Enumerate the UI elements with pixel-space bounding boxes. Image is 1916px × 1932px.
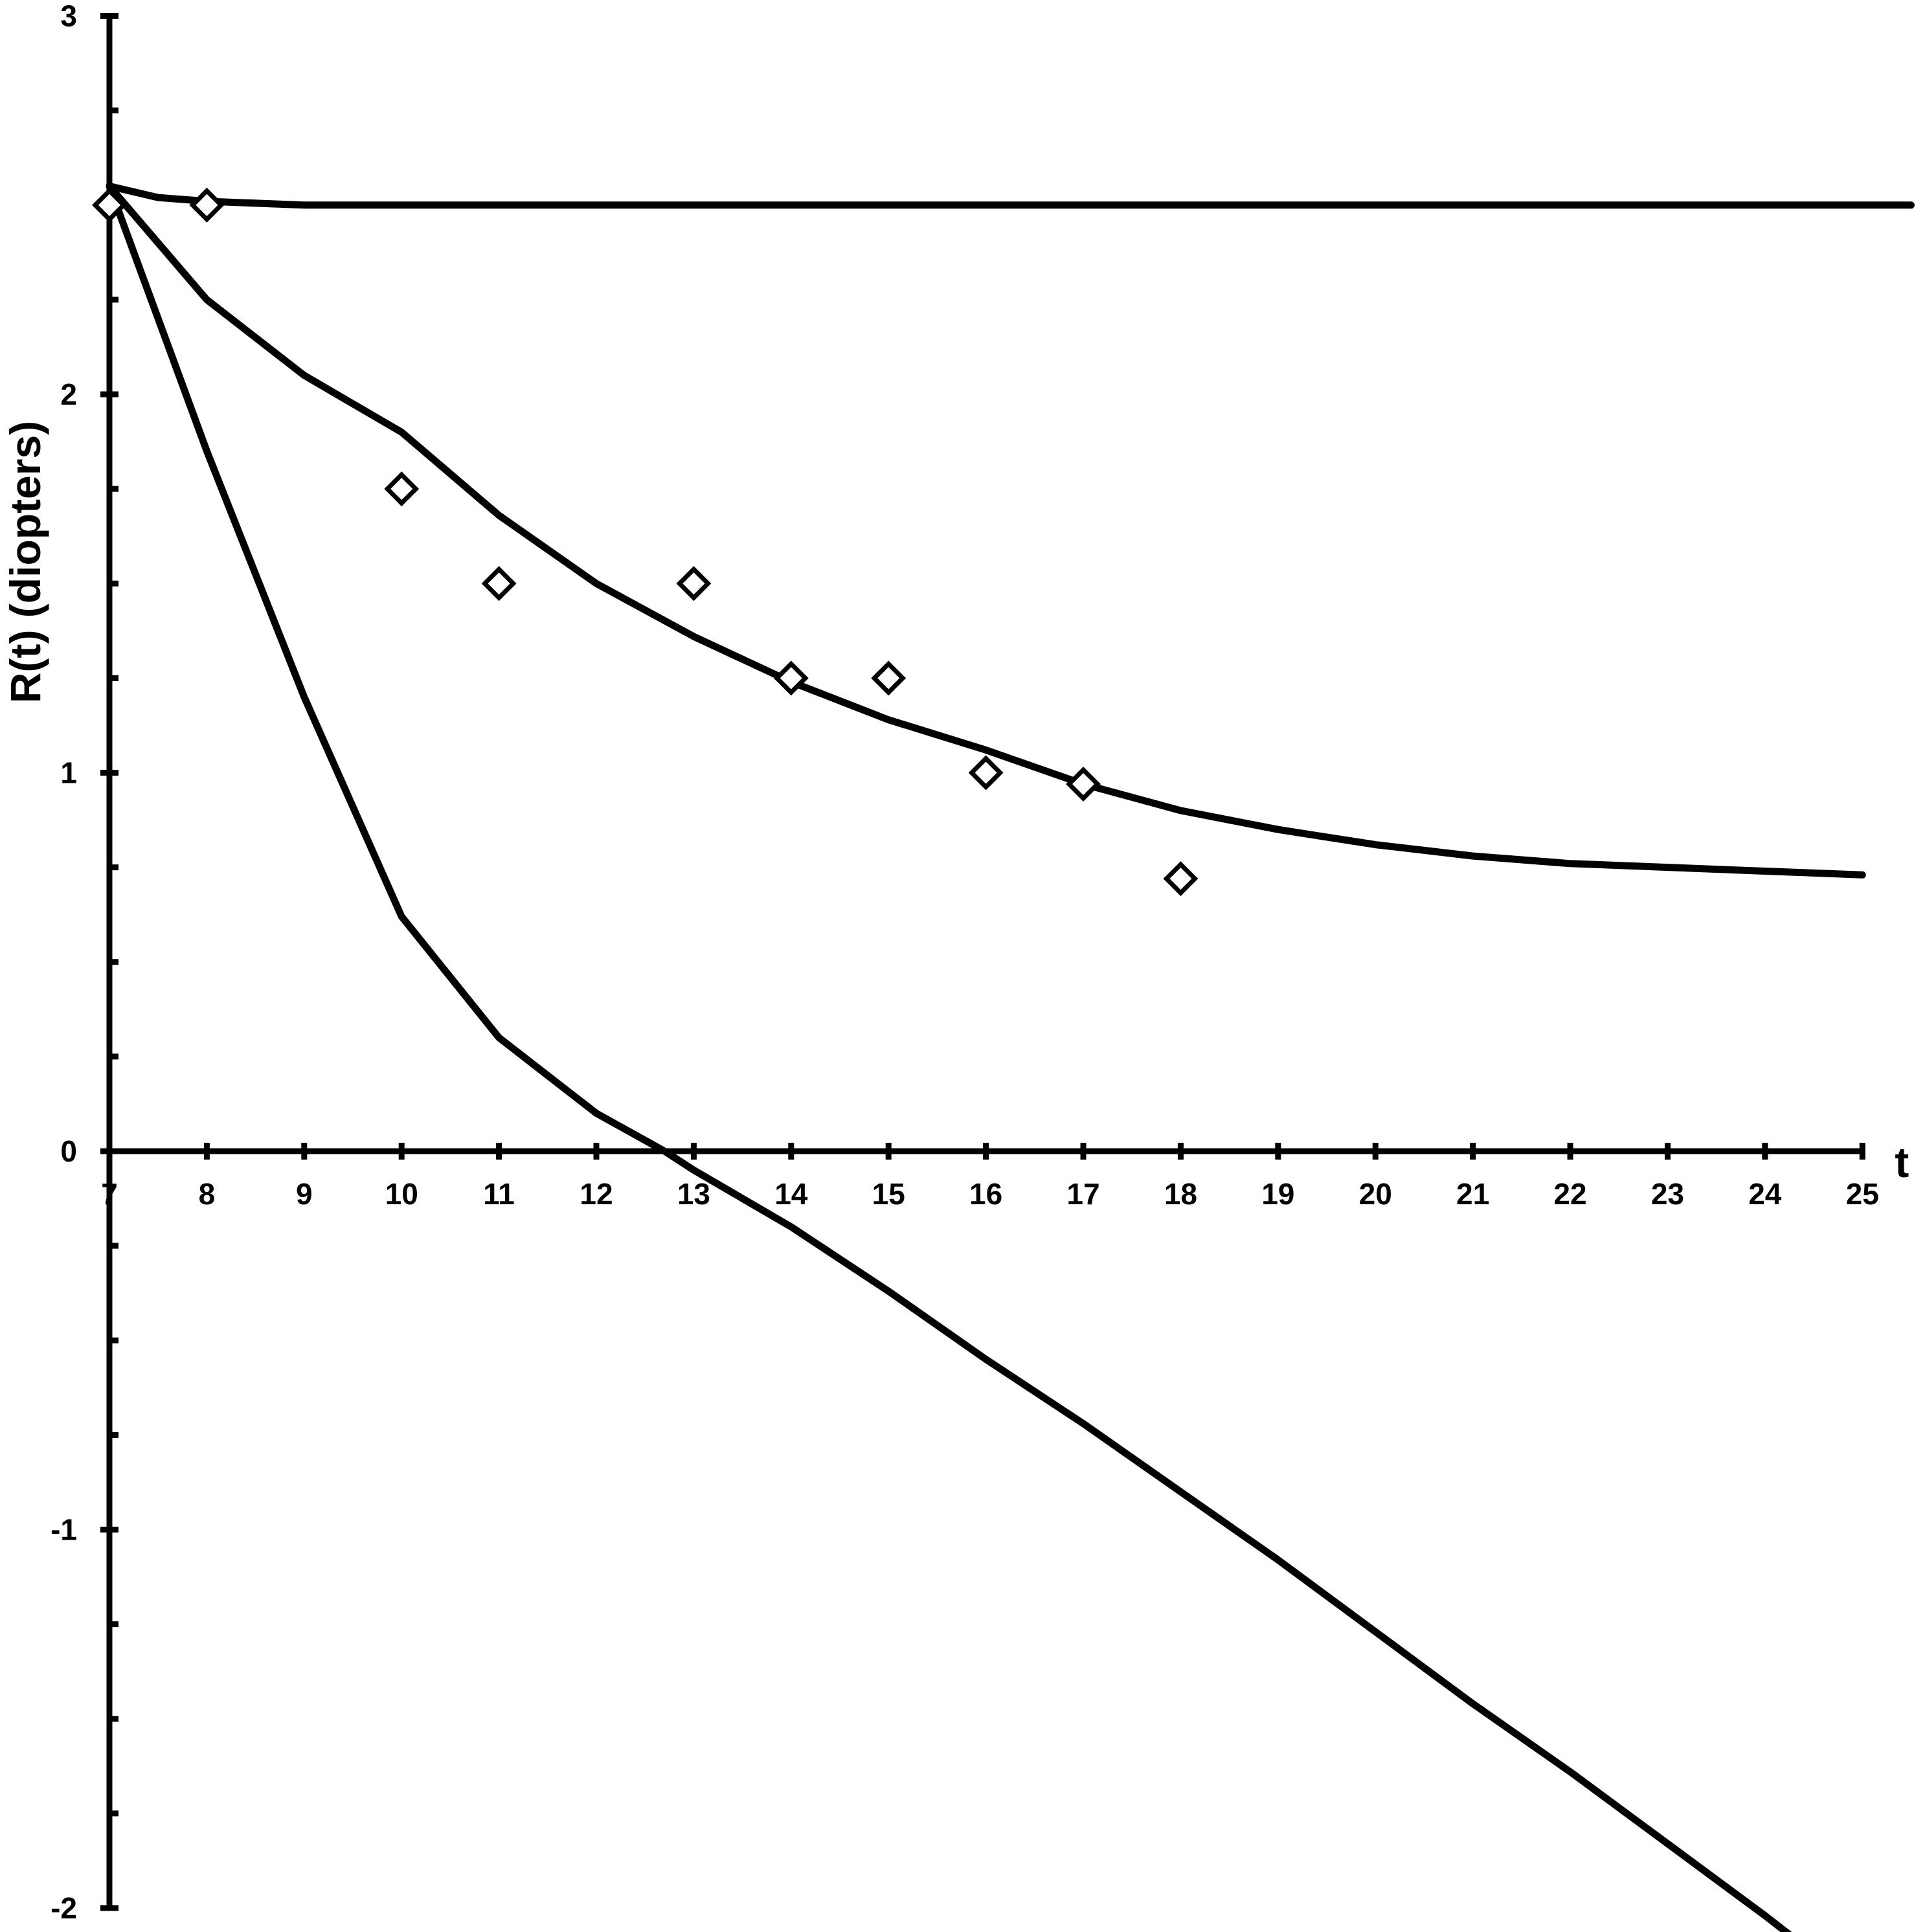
data-point-marker [871, 660, 907, 696]
x-tick-label: 24 [1748, 1177, 1782, 1211]
x-tick-label: 9 [296, 1177, 313, 1211]
markers [92, 187, 1199, 897]
x-axis-title: t [1895, 1138, 1909, 1186]
x-tick-label: 17 [1066, 1177, 1099, 1211]
x-tick-label: 10 [385, 1177, 418, 1211]
y-tick-label: -2 [51, 1891, 77, 1925]
x-ticks: 7 8 9 10 11 12 13 14 15 16 17 18 19 20 21 22 23 24 25 [101, 1143, 1879, 1211]
x-tick-label: 12 [580, 1177, 613, 1211]
x-tick-label: 15 [872, 1177, 905, 1211]
curves [106, 183, 1915, 1932]
x-tick-label: 8 [199, 1177, 216, 1211]
y-tick-label: -1 [51, 1513, 77, 1547]
data-point-marker [481, 566, 517, 601]
x-tick-label: 11 [483, 1177, 515, 1211]
series-0-line [106, 183, 1915, 209]
y-tick-label: 1 [60, 756, 77, 790]
x-tick-label: 7 [101, 1177, 118, 1211]
x-tick-label: 25 [1846, 1177, 1879, 1211]
series-2-line [106, 183, 1792, 1932]
data-point-marker [92, 187, 127, 223]
data-point-marker [384, 471, 420, 507]
axes [106, 16, 1863, 1908]
data-point-marker [676, 566, 712, 601]
x-tick-label: 16 [969, 1177, 1002, 1211]
series-1-line [106, 183, 1866, 879]
data-point-marker [773, 660, 809, 696]
y-tick-label: 2 [60, 377, 77, 411]
data-point-marker [189, 187, 225, 223]
x-tick-label: 14 [774, 1177, 808, 1211]
y-axis-title: R(t) (diopters) [1, 421, 49, 703]
x-tick-label: 21 [1456, 1177, 1489, 1211]
x-tick-label: 19 [1261, 1177, 1294, 1211]
data-point-marker [1163, 861, 1199, 897]
y-tick-label: 0 [60, 1134, 77, 1168]
data-point-marker [968, 755, 1004, 791]
x-tick-label: 22 [1553, 1177, 1586, 1211]
data-point-marker [1066, 767, 1101, 802]
x-tick-label: 20 [1359, 1177, 1392, 1211]
y-tick-label: 3 [60, 0, 77, 33]
x-tick-label: 23 [1651, 1177, 1684, 1211]
x-tick-label: 18 [1164, 1177, 1197, 1211]
x-tick-label: 13 [677, 1177, 710, 1211]
y-ticks: -2 -1 0 1 2 3 [51, 0, 118, 1925]
